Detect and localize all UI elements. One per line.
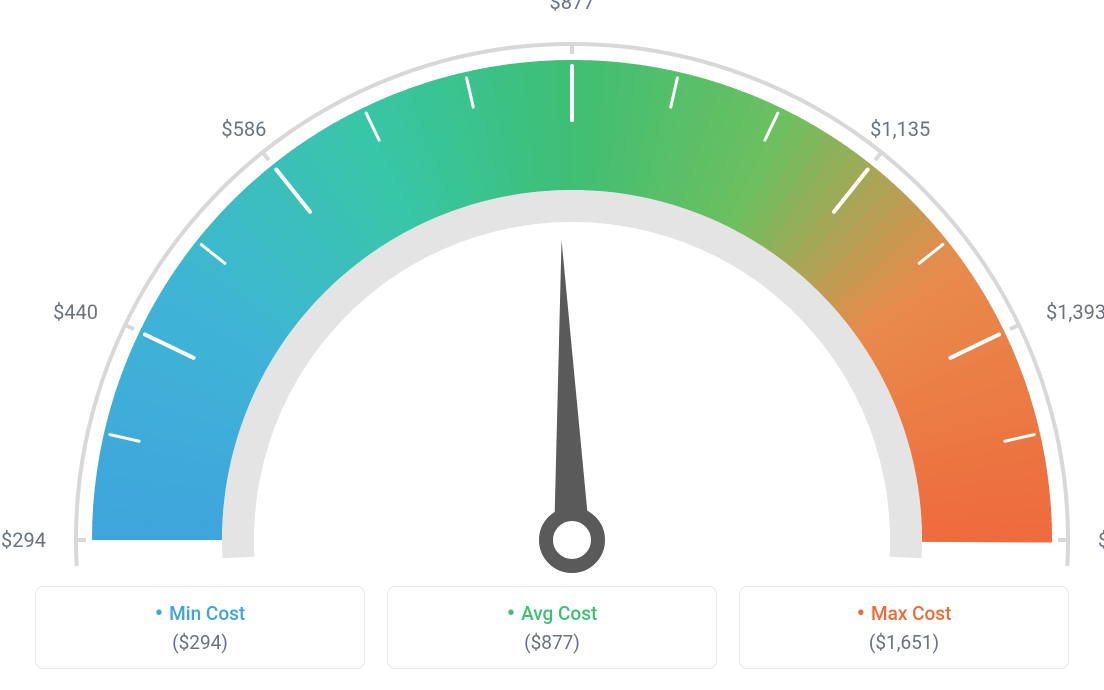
gauge-tick-label: $1,135 (870, 117, 930, 141)
gauge-tick-label: $294 (1, 528, 46, 552)
legend-title-text: Min Cost (169, 602, 245, 625)
legend-value: ($877) (388, 631, 716, 654)
legend-title: • Max Cost (857, 601, 952, 625)
gauge-tick-label: $877 (550, 0, 595, 14)
gauge-tick-label: $586 (221, 117, 266, 141)
legend-card-max: • Max Cost ($1,651) (739, 586, 1069, 669)
legend: • Min Cost ($294) • Avg Cost ($877) • Max Cost (… (20, 586, 1084, 669)
legend-value: ($1,651) (740, 631, 1068, 654)
legend-title-text: Avg Cost (521, 602, 597, 625)
gauge-needle (554, 240, 590, 540)
cost-gauge-chart: $294$440$586$877$1,135$1,393$1,651 •Min … (20, 20, 1084, 669)
gauge-tick-label: $1,651 (1098, 528, 1104, 552)
legend-card-avg: • Avg Cost ($877) (387, 586, 717, 669)
gauge-area: $294$440$586$877$1,135$1,393$1,651 (20, 20, 1084, 580)
legend-title: • Min Cost (155, 601, 245, 625)
legend-bullet-icon: • (507, 601, 515, 625)
legend-card-min: • Min Cost ($294) (35, 586, 365, 669)
legend-bullet-icon: • (155, 601, 163, 625)
gauge-svg (20, 20, 1104, 580)
gauge-tick-label: $440 (53, 300, 98, 324)
legend-title: • Avg Cost (507, 601, 598, 625)
legend-title-text: Max Cost (871, 602, 951, 625)
gauge-hub (546, 514, 598, 566)
legend-bullet-icon: • (857, 601, 865, 625)
legend-value: ($294) (36, 631, 364, 654)
gauge-tick-label: $1,393 (1046, 300, 1104, 324)
